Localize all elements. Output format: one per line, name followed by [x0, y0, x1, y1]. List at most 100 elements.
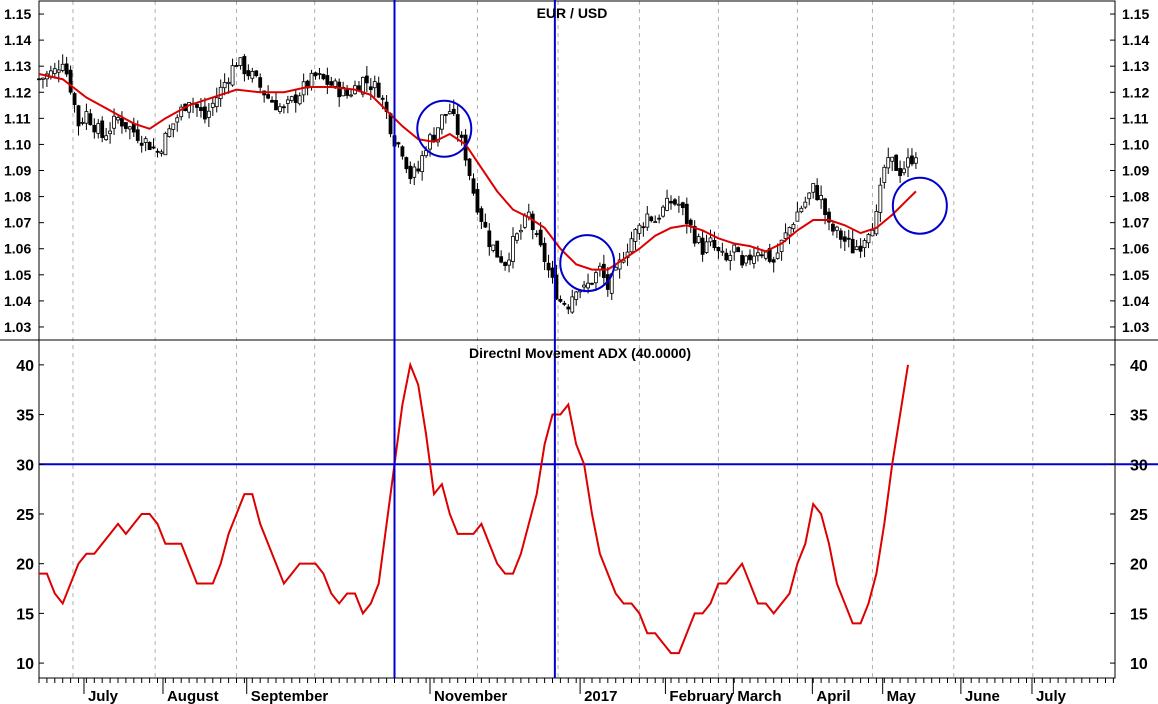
candle-body [443, 114, 448, 116]
candle-body [451, 108, 456, 115]
adx-tick-label: 40 [1130, 358, 1148, 375]
candle-body [684, 203, 689, 224]
candle-body [258, 77, 263, 88]
candle-body [309, 72, 314, 88]
candle-body [874, 210, 879, 235]
candle-body [329, 81, 334, 86]
candle-body [779, 239, 784, 253]
month-label: June [965, 688, 1000, 704]
price-tick-label: 1.14 [1122, 32, 1149, 48]
candle-body [629, 238, 634, 253]
candle-body [325, 75, 330, 85]
candle-body [842, 236, 847, 242]
candle-body [696, 236, 701, 243]
candle-body [439, 114, 444, 130]
price-tick-label: 1.07 [1122, 215, 1149, 231]
chart-frame [0, 0, 1158, 679]
candle-body [112, 115, 116, 129]
candle-body [637, 224, 642, 234]
highlight-circle [559, 234, 616, 293]
candle-body [187, 101, 192, 113]
candle-body [657, 217, 662, 220]
candle-body [740, 255, 744, 266]
adx-title: Directnl Movement ADX (40.0000) [469, 345, 691, 361]
month-label: July [88, 688, 119, 704]
price-tick-label: 1.11 [4, 110, 31, 126]
moving-average-line [38, 73, 917, 271]
candle-body [752, 255, 756, 264]
candle-body [206, 110, 211, 118]
highlight-circle [416, 99, 473, 158]
adx-tick-label: 15 [16, 606, 34, 623]
candle-body [285, 99, 290, 104]
candle-body [127, 126, 132, 130]
candle-body [495, 240, 500, 258]
candle-body [522, 214, 527, 228]
candle-body [503, 261, 508, 267]
candle-body [763, 251, 768, 259]
candle-body [700, 237, 705, 255]
candle-body [88, 113, 93, 126]
candle-body [645, 213, 650, 228]
candle-body [633, 229, 638, 242]
candle-body [100, 120, 105, 138]
price-tick-label: 1.08 [1122, 189, 1149, 205]
candle-body [37, 78, 41, 81]
candle-body [80, 122, 85, 124]
candle-body [250, 71, 255, 79]
candle-body [108, 130, 112, 135]
price-tick-label: 1.10 [1122, 136, 1149, 152]
adx-tick-label: 25 [1130, 507, 1148, 524]
candle-body [175, 117, 180, 123]
price-tick-label: 1.05 [4, 267, 31, 283]
price-tick-label: 1.05 [1122, 267, 1149, 283]
candle-body [274, 100, 278, 111]
candle-body [135, 129, 140, 141]
candle-body [214, 97, 219, 108]
month-label: April [816, 688, 850, 704]
candle-body [467, 158, 472, 176]
candle-body [661, 206, 665, 217]
candle-body [550, 267, 555, 278]
candle-body [890, 156, 895, 162]
price-tick-label: 1.03 [4, 319, 31, 335]
candle-body [748, 254, 752, 261]
month-label: 2017 [584, 688, 617, 704]
candle-body [534, 233, 539, 235]
price-tick-label: 1.12 [4, 84, 31, 100]
candle-body [92, 124, 97, 133]
price-tick-label: 1.11 [1122, 110, 1149, 126]
candle-body [807, 192, 812, 200]
candle-body [862, 240, 867, 249]
price-panel [37, 54, 918, 315]
candle-body [759, 254, 764, 257]
moving-average [38, 73, 917, 271]
candle-body [293, 94, 298, 103]
candle-body [574, 291, 579, 300]
annotation-markers [393, 0, 948, 678]
candle-body [143, 138, 148, 143]
candle-body [487, 230, 492, 248]
candle-body [803, 201, 808, 208]
candle-body [416, 168, 421, 172]
candle-body [242, 56, 247, 75]
adx-panel [39, 361, 1158, 655]
candle-body [653, 221, 658, 224]
candle-body [202, 106, 207, 120]
candle-body [230, 65, 235, 86]
month-label: November [434, 688, 508, 704]
candle-body [337, 81, 342, 98]
candle-body [566, 306, 571, 310]
price-tick-label: 1.03 [1122, 319, 1149, 335]
candle-body [289, 96, 294, 101]
candle-body [120, 117, 124, 127]
candle-body [866, 234, 871, 244]
candle-body [712, 240, 717, 249]
candle-body [163, 132, 168, 156]
candle-body [238, 57, 243, 66]
candle-body [716, 247, 721, 252]
candle-body [669, 200, 673, 204]
candle-body [906, 157, 910, 168]
candle-body [704, 241, 709, 253]
